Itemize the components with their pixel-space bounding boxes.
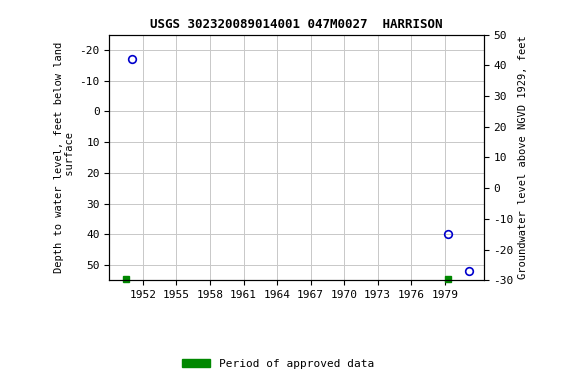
Y-axis label: Groundwater level above NGVD 1929, feet: Groundwater level above NGVD 1929, feet — [518, 36, 528, 279]
Title: USGS 302320089014001 047M0027  HARRISON: USGS 302320089014001 047M0027 HARRISON — [150, 18, 443, 31]
Legend: Period of approved data: Period of approved data — [177, 354, 378, 373]
Y-axis label: Depth to water level, feet below land
 surface: Depth to water level, feet below land su… — [54, 42, 75, 273]
